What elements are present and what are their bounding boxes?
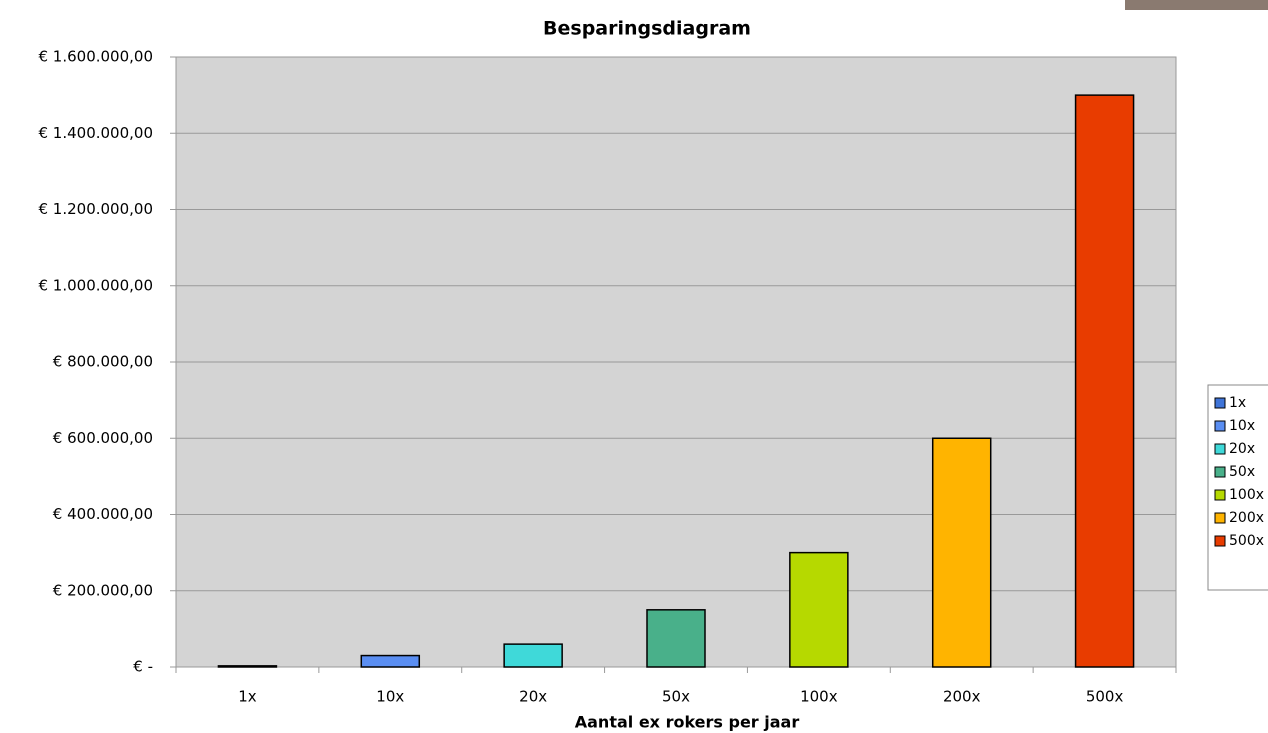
legend-swatch <box>1215 490 1225 500</box>
y-tick-label: € 600.000,00 <box>53 429 153 447</box>
y-tick-label: € 1.400.000,00 <box>38 124 153 142</box>
bar <box>1076 95 1134 667</box>
legend-label: 50x <box>1229 464 1255 480</box>
bar <box>790 553 848 667</box>
legend-swatch <box>1215 467 1225 477</box>
x-tick-label: 50x <box>662 688 690 706</box>
x-tick-label: 10x <box>376 688 404 706</box>
legend-swatch <box>1215 444 1225 454</box>
y-tick-label: € 1.600.000,00 <box>38 48 153 66</box>
x-tick-label: 20x <box>519 688 547 706</box>
x-tick-label: 500x <box>1086 688 1124 706</box>
legend-swatch <box>1215 421 1225 431</box>
page: Besparingsdiagram Aantal ex rokers per j… <box>0 0 1268 733</box>
x-tick-label: 1x <box>238 688 257 706</box>
legend-label: 20x <box>1229 441 1255 457</box>
legend-label: 100x <box>1229 487 1264 503</box>
x-tick-label: 100x <box>800 688 838 706</box>
y-tick-label: € 800.000,00 <box>53 353 153 371</box>
y-tick-label: € 200.000,00 <box>53 581 153 599</box>
y-tick-label: € - <box>133 658 153 676</box>
bar <box>218 666 276 667</box>
legend-swatch <box>1215 398 1225 408</box>
x-axis-label: Aantal ex rokers per jaar <box>575 713 800 732</box>
bar <box>504 644 562 667</box>
legend-label: 200x <box>1229 510 1264 526</box>
legend-swatch <box>1215 536 1225 546</box>
legend-swatch <box>1215 513 1225 523</box>
chart: Besparingsdiagram Aantal ex rokers per j… <box>0 0 1268 733</box>
y-tick-label: € 400.000,00 <box>53 505 153 523</box>
legend-label: 10x <box>1229 418 1255 434</box>
bar <box>361 656 419 667</box>
y-tick-label: € 1.200.000,00 <box>38 200 153 218</box>
chart-title: Besparingsdiagram <box>543 18 751 40</box>
bar <box>647 610 705 667</box>
x-tick-label: 200x <box>943 688 981 706</box>
bar <box>933 438 991 667</box>
photo-fragment <box>1125 0 1268 10</box>
legend-label: 1x <box>1229 395 1246 411</box>
y-tick-label: € 1.000.000,00 <box>38 276 153 294</box>
legend-label: 500x <box>1229 533 1264 549</box>
